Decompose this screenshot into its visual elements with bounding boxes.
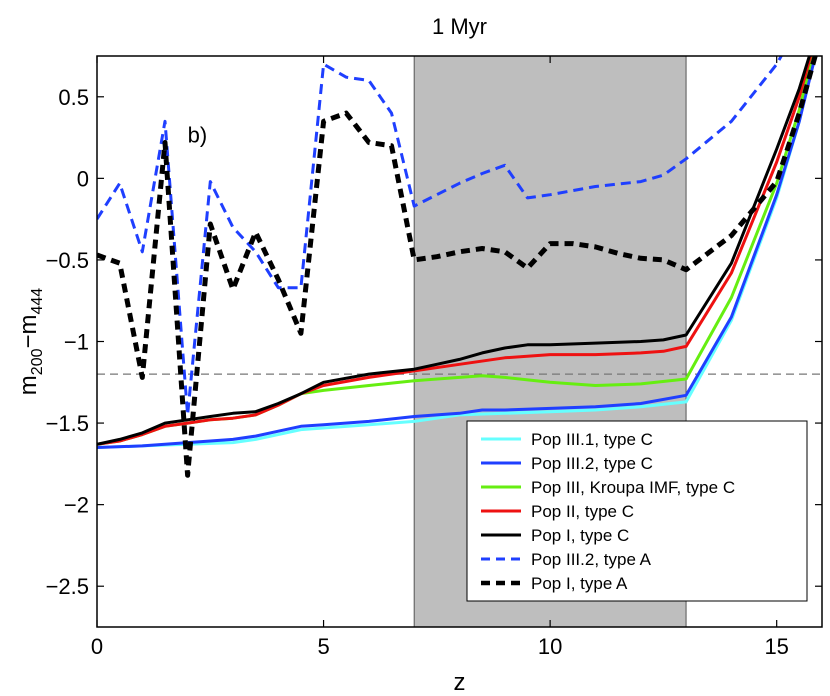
y-tick-label: −0.5	[46, 248, 89, 273]
legend-label-1: Pop III.1, type C	[531, 430, 653, 449]
y-tick-label: 0.5	[58, 85, 89, 110]
legend-label-4: Pop II, type C	[531, 502, 634, 521]
x-axis-label: z	[454, 669, 466, 696]
series-group	[97, 56, 818, 478]
series-line-4	[97, 56, 813, 446]
legend-box	[466, 420, 808, 602]
legend-label-6: Pop III.2, type A	[531, 550, 652, 569]
y-tick-label: 0	[77, 166, 89, 191]
y-tick-label: −1	[64, 330, 89, 355]
legend-label-7: Pop I, type A	[531, 574, 628, 593]
x-tick-label: 5	[317, 634, 329, 659]
y-label-sub-200: 200	[29, 348, 46, 375]
chart-title: 1 Myr	[432, 14, 487, 39]
legend-label-5: Pop I, type C	[531, 526, 629, 545]
panel-annotation: b)	[188, 122, 208, 147]
y-tick-label: −2.5	[46, 574, 89, 599]
y-axis-label: m200−m444	[15, 288, 46, 396]
series-line-6	[97, 56, 783, 417]
y-tick-label: −2	[64, 493, 89, 518]
legend-label-2: Pop III.2, type C	[531, 454, 653, 473]
legend: Pop III.1, type C Pop III.2, type C Pop II…	[466, 420, 808, 602]
series-line-1	[97, 56, 816, 449]
y-label-minus-m: −m	[15, 314, 42, 348]
x-tick-label: 15	[764, 634, 788, 659]
series-line-7	[97, 56, 818, 478]
legend-label-3: Pop III, Kroupa IMF, type C	[531, 478, 735, 497]
y-tick-label: −1.5	[46, 411, 89, 436]
x-tick-label: 10	[538, 634, 562, 659]
x-tick-label: 0	[91, 634, 103, 659]
y-label-m: m	[15, 375, 42, 395]
series-line-2	[97, 56, 817, 449]
y-label-sub-444: 444	[29, 288, 46, 315]
